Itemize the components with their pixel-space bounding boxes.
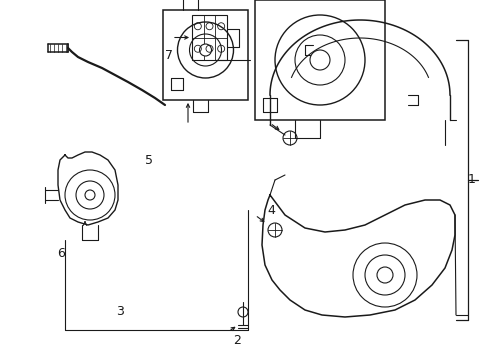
Text: 7: 7: [164, 49, 172, 62]
Text: 3: 3: [116, 305, 123, 318]
Circle shape: [309, 50, 329, 70]
Text: 2: 2: [233, 334, 241, 347]
Text: 6: 6: [57, 247, 65, 260]
Circle shape: [376, 267, 392, 283]
Bar: [254, 0, 384, 120]
Circle shape: [199, 44, 211, 56]
Text: 5: 5: [145, 154, 153, 167]
Bar: [192, 15, 226, 60]
Bar: [163, 10, 247, 100]
Text: 4: 4: [267, 204, 275, 217]
Text: 1: 1: [467, 174, 475, 186]
